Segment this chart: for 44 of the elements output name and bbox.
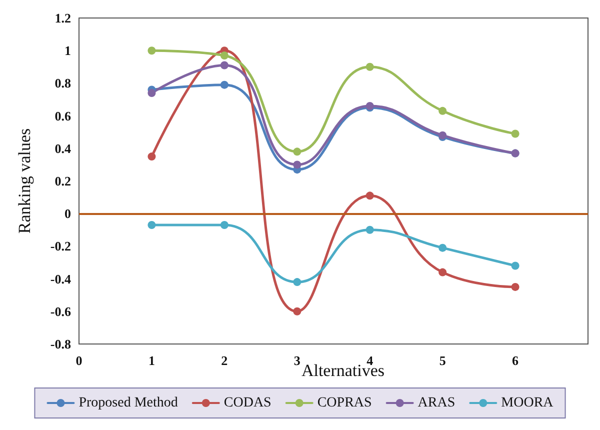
y-tick-label: -0.8 (50, 336, 72, 352)
y-tick-label: 1.2 (54, 10, 71, 26)
point (220, 80, 228, 89)
legend-label: COPRAS (317, 396, 372, 410)
point (293, 307, 302, 316)
y-axis-title: Ranking values (15, 128, 34, 234)
x-tick-label: 6 (512, 353, 520, 368)
point (148, 88, 156, 97)
point (220, 51, 228, 60)
y-tick-label: 0.6 (54, 108, 72, 124)
point (438, 244, 447, 252)
point (511, 262, 520, 270)
point (438, 106, 447, 115)
legend-label: ARAS (418, 396, 456, 410)
x-tick-label: 1 (148, 353, 155, 368)
point (148, 46, 156, 55)
point (293, 148, 302, 156)
x-tick-label: 0 (76, 353, 82, 368)
y-tick-label: 0 (64, 206, 71, 222)
y-tick-label: -0.4 (50, 271, 72, 286)
point (511, 282, 520, 291)
y-tick-label: -0.2 (50, 238, 71, 254)
point (148, 221, 156, 230)
point (293, 278, 302, 286)
y-tick-label: 0.8 (54, 76, 72, 91)
point (511, 130, 520, 138)
y-tick-label: 0.4 (54, 140, 72, 156)
x-tick-label: 2 (221, 353, 228, 368)
point (293, 160, 302, 169)
point (438, 268, 447, 276)
point (366, 226, 374, 234)
y-tick-label: -0.6 (50, 304, 72, 319)
legend-label: MOORA (501, 396, 554, 410)
y-tick-label: 1 (64, 43, 71, 58)
y-tick-label: 0.2 (54, 174, 71, 188)
point (148, 152, 156, 161)
legend-label: CODAS (224, 396, 272, 410)
point (220, 61, 228, 70)
x-tick-label: 3 (294, 353, 301, 368)
point (366, 62, 374, 71)
point (220, 221, 228, 230)
point (366, 192, 374, 200)
legend-label: Proposed Method (78, 396, 178, 410)
x-tick-label: 5 (439, 353, 446, 368)
